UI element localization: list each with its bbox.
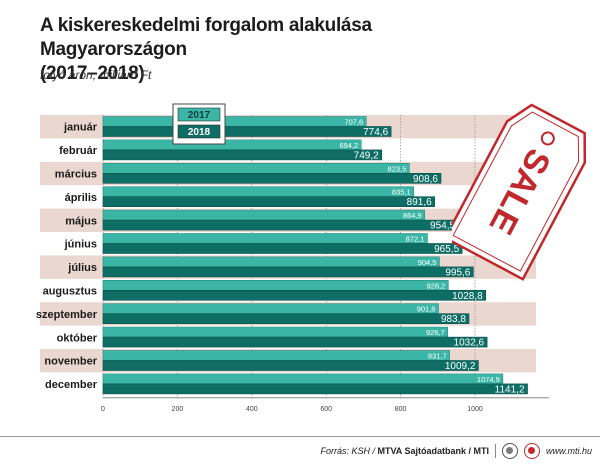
value-label-2017: 931,7 [428, 352, 447, 361]
category-label: október [57, 332, 98, 344]
bar-2017 [102, 303, 439, 315]
category-label: február [59, 145, 98, 157]
bar-2018 [102, 360, 479, 371]
site-url: www.mti.hu [545, 446, 592, 456]
bar-2018 [102, 336, 488, 348]
bar-2018 [102, 313, 470, 325]
legend-swatch-2018 [177, 124, 221, 139]
bar-2018 [102, 173, 442, 184]
chart-subtitle: folyó áron, milliárd Ft [40, 68, 152, 82]
value-label-2018: 983,8 [441, 314, 466, 325]
mtva-logo-icon [501, 443, 518, 459]
bar-2017 [102, 256, 440, 268]
value-label-2017: 1074,9 [477, 375, 500, 384]
value-label-2018: 995,6 [445, 267, 470, 278]
source-credit: Forrás: KSH / MTVA Sajtóadatbank / MTI [320, 446, 489, 456]
source-label: Forrás: KSH / [320, 446, 378, 456]
legend-label-2017: 2017 [188, 110, 211, 121]
x-tick-label: 200 [172, 406, 184, 413]
category-label: június [64, 239, 97, 251]
x-tick-label: 800 [395, 406, 407, 413]
value-label-2017: 928,2 [427, 281, 446, 290]
value-label-2018: 774,6 [363, 127, 388, 138]
bar-2017 [102, 186, 414, 197]
legend-label-2018: 2018 [188, 127, 211, 138]
category-label: december [45, 379, 98, 391]
bar-2018 [102, 266, 474, 278]
bar-2018 [102, 289, 487, 301]
value-label-2018: 1032,6 [454, 338, 485, 349]
value-label-2018: 908,6 [413, 174, 438, 185]
bar-2017 [102, 326, 449, 338]
category-label: szeptember [36, 309, 98, 321]
value-label-2017: 926,7 [426, 328, 445, 337]
x-tick-label: 400 [246, 406, 258, 413]
value-label-2018: 749,2 [354, 150, 379, 161]
sale-tag-illustration: SALE [452, 103, 587, 281]
bar-2017 [102, 279, 449, 291]
value-label-2018: 1028,8 [452, 291, 483, 302]
bar-2018 [102, 126, 392, 137]
value-label-2018: 965,5 [434, 244, 459, 255]
bar-2018 [102, 243, 463, 254]
value-label-2017: 901,8 [417, 305, 436, 314]
chart-title: A kiskereskedelmi forgalom alakulása Mag… [40, 14, 460, 86]
bar-2017 [102, 116, 367, 127]
category-label: augusztus [43, 286, 97, 298]
source-org: MTVA Sajtóadatbank / MTI [377, 446, 489, 456]
category-label: május [65, 215, 97, 227]
bar-2017 [102, 139, 362, 151]
x-tick-label: 1000 [467, 406, 483, 413]
x-tick-label: 600 [320, 406, 332, 413]
bar-2018 [102, 383, 528, 395]
category-label: november [44, 356, 97, 368]
value-label-2017: 864,9 [403, 211, 422, 220]
footer-separator [494, 444, 496, 458]
value-label-2018: 1141,2 [495, 384, 525, 395]
value-label-2018: 954,5 [430, 221, 455, 232]
value-label-2017: 872,1 [406, 235, 425, 244]
tag-shape [452, 103, 587, 281]
x-tick-label: 0 [101, 406, 105, 413]
value-label-2018: 1009,2 [445, 361, 476, 372]
bar-2018 [102, 196, 435, 207]
bar-2018 [102, 219, 459, 231]
tag-hole [540, 131, 555, 146]
footer: Forrás: KSH / MTVA Sajtóadatbank / MTI w… [320, 443, 592, 459]
bar-2017 [102, 350, 450, 361]
category-label: január [63, 122, 98, 134]
value-label-2017: 694,2 [339, 141, 358, 150]
legend-swatch-2017 [177, 107, 221, 122]
category-label: július [67, 262, 97, 274]
tag-inner-border [452, 111, 580, 272]
category-label: március [55, 169, 97, 181]
mti-logo-icon [523, 443, 540, 459]
category-label: április [65, 192, 97, 204]
bar-2017 [102, 373, 504, 385]
bar-2017 [102, 209, 426, 221]
title-line-1: A kiskereskedelmi forgalom alakulása Mag… [40, 15, 372, 60]
value-label-2017: 823,5 [388, 164, 407, 173]
value-label-2017: 835,1 [392, 188, 411, 197]
bar-2017 [102, 163, 410, 174]
value-label-2017: 707,6 [344, 118, 363, 127]
bar-2017 [102, 233, 428, 244]
bar-2018 [102, 149, 383, 161]
value-label-2018: 891,6 [407, 197, 432, 208]
value-label-2017: 904,5 [418, 258, 437, 267]
title-line-2: (2017–2018) [40, 63, 145, 84]
footer-divider [0, 436, 600, 437]
